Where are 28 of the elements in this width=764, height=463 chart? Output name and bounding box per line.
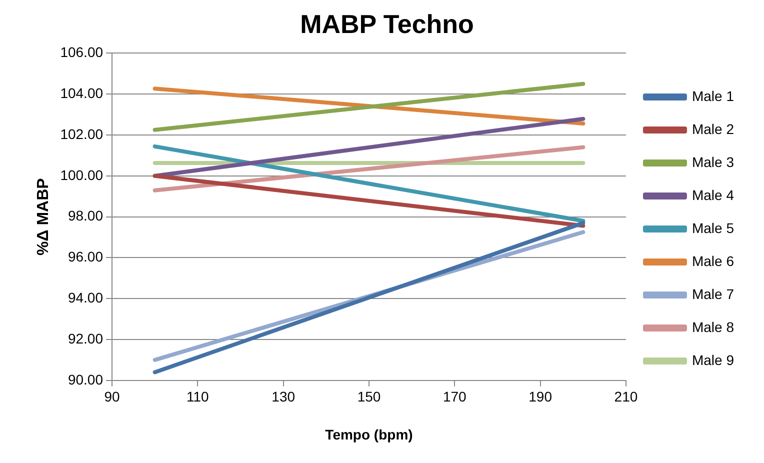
x-tick-label: 90 bbox=[104, 388, 120, 405]
x-tick-label: 190 bbox=[528, 388, 552, 405]
y-axis-title: %Δ MABP bbox=[35, 178, 52, 256]
legend-label: Male 5 bbox=[692, 220, 734, 236]
y-tick-label: 94.00 bbox=[68, 289, 104, 306]
legend-label: Male 7 bbox=[692, 286, 734, 302]
legend-label: Male 2 bbox=[692, 120, 734, 137]
y-tick-label: 92.00 bbox=[68, 330, 104, 346]
chart-title: MABP Techno bbox=[300, 8, 474, 39]
x-tick-label: 130 bbox=[272, 388, 296, 405]
y-tick-label: 90.00 bbox=[68, 371, 104, 388]
legend-label: Male 6 bbox=[692, 252, 734, 269]
y-tick-label: 100.00 bbox=[60, 166, 104, 183]
y-tick-label: 98.00 bbox=[68, 208, 104, 224]
legend-label: Male 1 bbox=[692, 88, 734, 104]
legend-label: Male 3 bbox=[692, 154, 734, 170]
legend-label: Male 4 bbox=[692, 186, 734, 203]
x-tick-label: 150 bbox=[357, 388, 381, 405]
legend-label: Male 8 bbox=[692, 318, 734, 335]
legend-label: Male 9 bbox=[692, 352, 734, 368]
y-tick-label: 96.00 bbox=[68, 248, 104, 265]
y-tick-label: 104.00 bbox=[60, 84, 104, 101]
y-tick-label: 106.00 bbox=[60, 44, 104, 60]
x-tick-label: 170 bbox=[442, 388, 467, 405]
x-axis-title: Tempo (bpm) bbox=[325, 426, 413, 442]
y-tick-label: 102.00 bbox=[60, 126, 104, 142]
x-tick-label: 110 bbox=[186, 388, 210, 405]
x-tick-label: 210 bbox=[614, 388, 638, 405]
